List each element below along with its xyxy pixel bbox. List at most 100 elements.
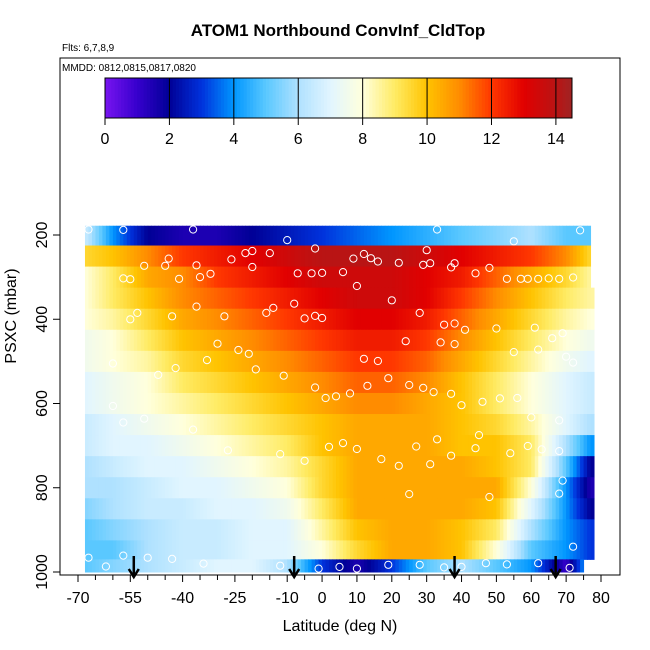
heatmap-cell [492,392,497,415]
heatmap-cell [262,350,267,373]
heatmap-cell [116,498,121,520]
heatmap-cell [248,477,253,499]
heatmap-cell [245,540,250,560]
heatmap-cell [276,414,281,436]
heatmap-cell [245,350,250,373]
heatmap-cell [168,540,173,560]
heatmap-cell [423,435,428,457]
heatmap-cell [220,245,225,268]
heatmap-cell [123,371,128,394]
heatmap-cell [566,498,571,520]
heatmap-cell [492,559,497,573]
heatmap-cell [220,350,225,373]
colorbar-cell [562,78,566,118]
heatmap-cell [527,245,532,268]
heatmap-cell [287,435,292,457]
heatmap-cell [91,392,96,415]
heatmap-cell [322,498,327,520]
heatmap-cell [231,540,236,560]
heatmap-cell [419,559,424,573]
sample-point [555,447,564,456]
heatmap-cell [475,540,480,560]
heatmap-cell [580,414,585,436]
heatmap-cell [583,392,588,415]
heatmap-cell [419,519,424,541]
sample-point [471,444,480,453]
heatmap-cell [210,225,215,247]
heatmap-cell [461,477,466,499]
x-axis-label: Latitude (deg N) [283,618,398,635]
heatmap-cell [161,456,166,478]
sample-point [300,314,309,323]
heatmap-cell [454,287,459,310]
heatmap-cell [531,392,536,415]
heatmap-cell [165,350,170,373]
heatmap-cell [367,435,372,457]
heatmap-cell [123,245,128,268]
sample-point [248,246,257,256]
heatmap-cell [367,559,372,573]
heatmap-cell [220,540,225,560]
heatmap-cell [287,350,292,373]
heatmap-cell [95,287,100,310]
heatmap-cell [287,329,292,352]
heatmap-cell [433,392,438,415]
heatmap-cell [294,371,299,394]
heatmap-cell [353,540,358,560]
colorbar-tick-label: 6 [294,131,303,148]
heatmap-cell [213,225,218,247]
heatmap-cell [569,350,574,373]
heatmap-cell [95,350,100,373]
colorbar-cell [150,78,154,118]
heatmap-cell [506,519,511,541]
heatmap-cell [398,477,403,499]
heatmap-cell [200,540,205,560]
heatmap-cell [137,540,142,560]
heatmap-cell [388,371,393,394]
heatmap-cell [241,329,246,352]
heatmap-cell [252,371,257,394]
heatmap-cell [541,540,546,560]
heatmap-cell [269,456,274,478]
heatmap-cell [485,477,490,499]
heatmap-cell [583,498,588,520]
heatmap-cell [189,519,194,541]
heatmap-cell [318,266,323,289]
heatmap-cell [294,392,299,415]
heatmap-cell [259,519,264,541]
heatmap-cell [454,245,459,268]
heatmap-cell [538,498,543,520]
heatmap-cell [245,435,250,457]
heatmap-cell [356,392,361,415]
heatmap-cell [332,456,337,478]
heatmap-cell [506,414,511,436]
heatmap-cell [255,225,260,247]
heatmap-cell [91,371,96,394]
heatmap-cell [513,266,518,289]
colorbar-cell [549,78,554,118]
heatmap-cell [559,519,564,541]
heatmap-cell [573,477,578,499]
heatmap-cell [370,266,375,289]
heatmap-cell [580,456,585,478]
heatmap-cell [548,245,553,268]
heatmap-cell [342,477,347,499]
heatmap-cell [102,540,107,560]
heatmap-cell [119,477,124,499]
heatmap-cell [241,559,246,573]
heatmap-cell [203,350,208,373]
heatmap-cell [105,414,110,436]
heatmap-cell [485,329,490,352]
heatmap-cell [193,308,198,331]
heatmap-cell [471,245,476,268]
heatmap-cell [315,225,320,247]
heatmap-cell [325,435,330,457]
heatmap-cell [545,350,550,373]
heatmap-cell [583,225,588,247]
heatmap-cell [329,435,334,457]
heatmap-cell [576,540,581,560]
sample-point [544,274,553,283]
heatmap-cell [140,225,145,247]
heatmap-cell [238,435,243,457]
colorbar-cell [133,78,138,118]
